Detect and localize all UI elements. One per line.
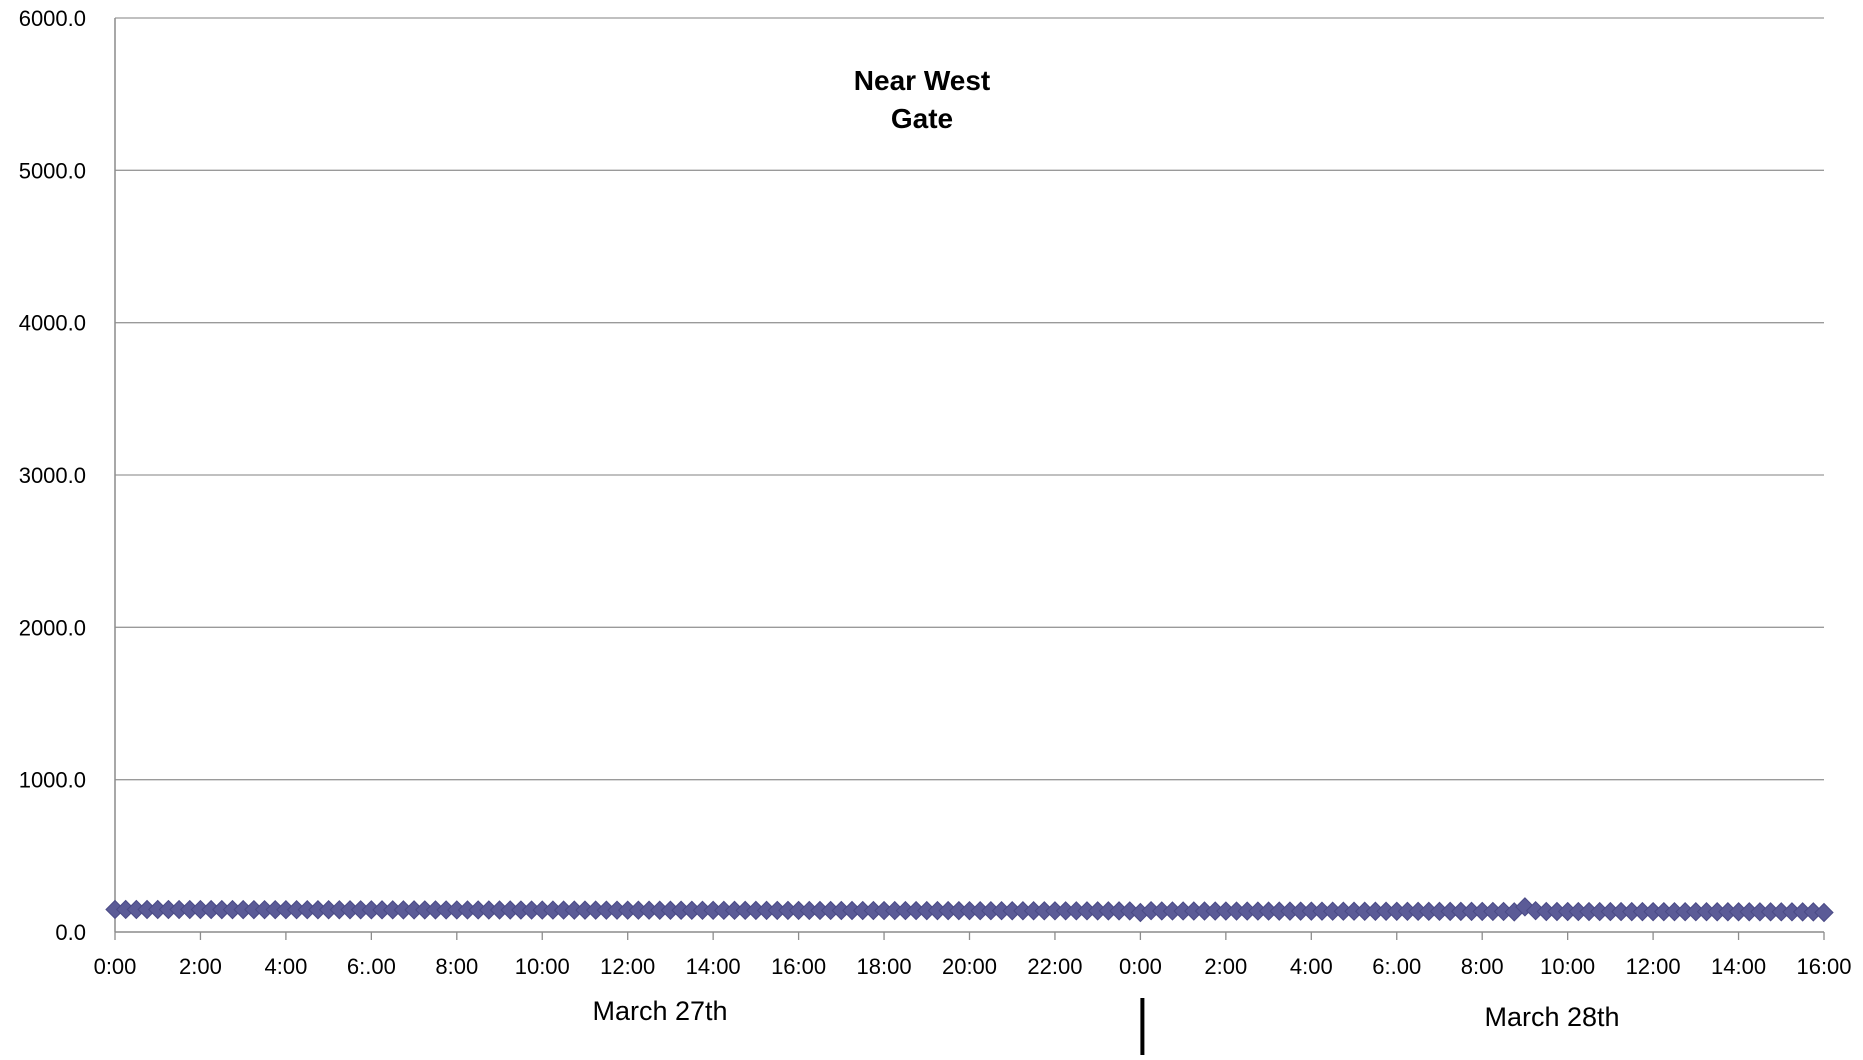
x-tick-label: 10:00	[1540, 954, 1595, 979]
x-tick-label: 20:00	[942, 954, 997, 979]
y-tick-label: 6000.0	[19, 6, 86, 31]
x-tick-label: 22:00	[1027, 954, 1082, 979]
x-tick-label: 6:.00	[1372, 954, 1421, 979]
series-markers	[105, 897, 1834, 923]
x-tick-label: 12:00	[1626, 954, 1681, 979]
x-tick-label: 14:00	[1711, 954, 1766, 979]
x-tick-label: 12:00	[600, 954, 655, 979]
y-tick-label: 0.0	[55, 920, 86, 945]
x-tick-label: 8:00	[1461, 954, 1504, 979]
day-label: March 28th	[1484, 1002, 1619, 1032]
y-tick-label: 2000.0	[19, 615, 86, 640]
data-point	[1814, 902, 1834, 923]
day-label: March 27th	[592, 996, 727, 1026]
x-tick-label: 16:00	[1796, 954, 1851, 979]
y-tick-label: 1000.0	[19, 768, 86, 793]
chart-title-line: Near West	[854, 65, 990, 96]
chart-title: Near West Gate	[854, 65, 990, 134]
y-tick-label: 3000.0	[19, 463, 86, 488]
x-tick-label: 8:00	[435, 954, 478, 979]
y-tick-label: 4000.0	[19, 311, 86, 336]
x-tick-label: 2:00	[179, 954, 222, 979]
x-tick-label: 4:00	[1290, 954, 1333, 979]
x-tick-label: 6:.00	[347, 954, 396, 979]
chart-title-line: Gate	[891, 103, 953, 134]
x-tick-label: 0:00	[94, 954, 137, 979]
x-tick-label: 0:00	[1119, 954, 1162, 979]
x-tick-label: 2:00	[1204, 954, 1247, 979]
x-tick-labels: 0:00 2:00 4:00 6:.00 8:00 10:00 12:00 14:00 16:0…	[94, 932, 1852, 979]
x-tick-label: 18:00	[857, 954, 912, 979]
data-point	[1515, 897, 1535, 917]
day-labels: March 27th March 28th	[592, 996, 1620, 1055]
y-tick-labels: 0.0 1000.0 2000.0 3000.0 4000.0 5000.0 6000.0	[19, 6, 86, 945]
x-tick-label: 10:00	[515, 954, 570, 979]
y-tick-label: 5000.0	[19, 158, 86, 183]
x-tick-label: 4:00	[264, 954, 307, 979]
x-tick-label: 14:00	[686, 954, 741, 979]
gridlines	[115, 17, 1824, 781]
x-tick-label: 16:00	[771, 954, 826, 979]
